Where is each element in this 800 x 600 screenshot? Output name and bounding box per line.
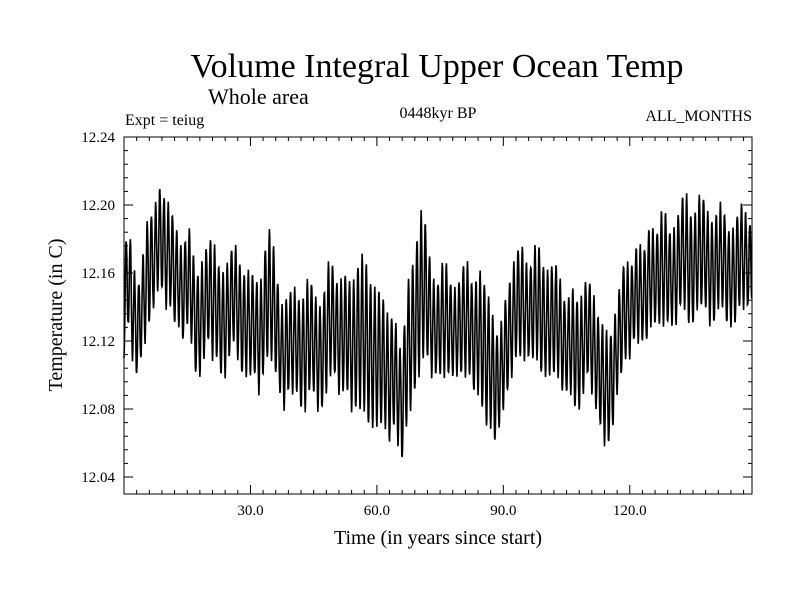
- x-tick-label: 60.0: [364, 503, 390, 519]
- chart-subtitle: Whole area: [208, 84, 309, 109]
- x-tick-label: 30.0: [237, 503, 263, 519]
- period-label: 0448kyr BP: [400, 105, 477, 122]
- data-layer: [123, 188, 753, 458]
- months-label: ALL_MONTHS: [645, 108, 752, 125]
- chart-title: Volume Integral Upper Ocean Temp: [191, 48, 684, 85]
- y-tick-label: 12.20: [81, 198, 115, 214]
- x-tick-label: 90.0: [490, 503, 516, 519]
- x-tick-label: 120.0: [613, 503, 647, 519]
- x-axis-label: Time (in years since start): [334, 527, 542, 549]
- y-axis-label: Temperature (in C): [45, 239, 67, 392]
- y-tick-label: 12.24: [81, 130, 115, 146]
- tick-layer: 30.0 60.0 90.0 120.0 12.04 12.08 12.12 12.16 12.…: [81, 130, 752, 519]
- y-tick-label: 12.04: [81, 470, 115, 486]
- y-tick-label: 12.08: [81, 402, 115, 418]
- y-tick-label: 12.16: [81, 266, 115, 282]
- series-line-temperature: [123, 188, 753, 458]
- plot-frame: [123, 136, 753, 495]
- experiment-label: Expt = teiug: [125, 112, 204, 129]
- y-tick-label: 12.12: [81, 334, 115, 350]
